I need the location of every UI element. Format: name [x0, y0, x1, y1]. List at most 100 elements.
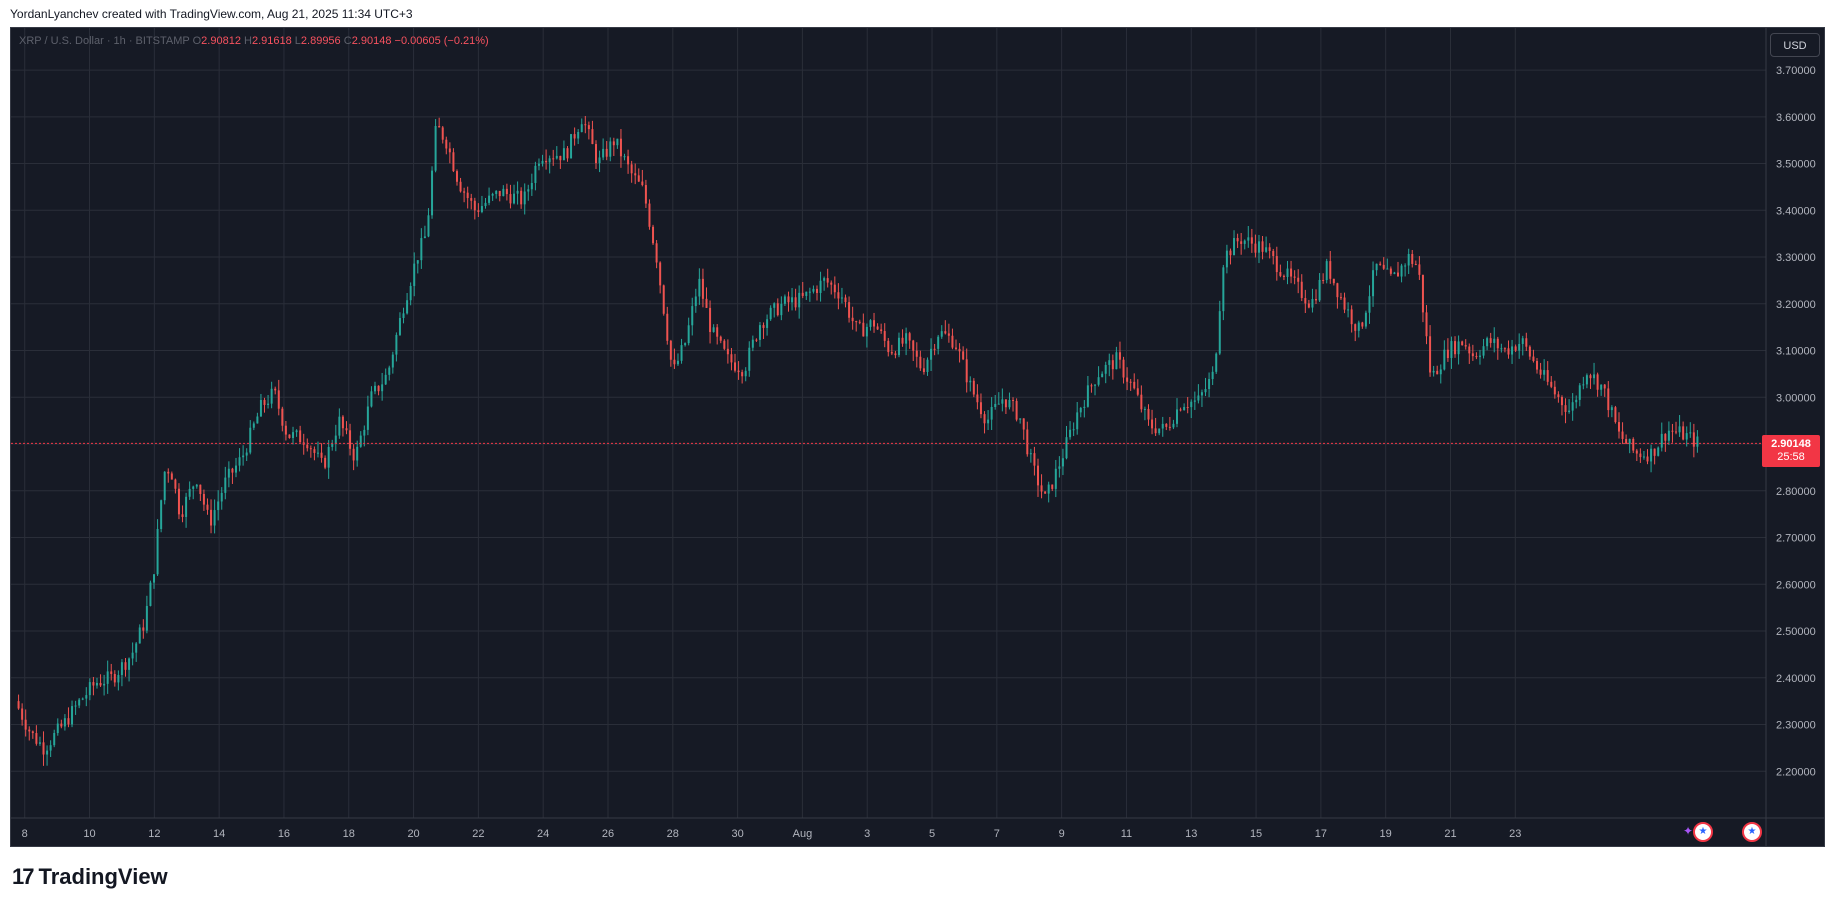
candle-body [527, 189, 530, 192]
candle-body [1689, 432, 1692, 434]
candle-body [238, 457, 241, 466]
candle-body [327, 446, 330, 468]
candle-body [192, 486, 195, 489]
candle-body [1432, 370, 1435, 373]
candle-body [356, 446, 359, 461]
candle-body [1521, 338, 1524, 344]
x-tick-label: 20 [407, 828, 419, 840]
candle-body [113, 673, 116, 683]
legend-symbol: XRP / U.S. Dollar · 1h · BITSTAMP [19, 35, 190, 47]
candle-body [955, 347, 958, 349]
candle-body [38, 742, 41, 744]
candle-body [1090, 385, 1093, 387]
flag-us-icon[interactable]: ★ [1742, 822, 1762, 842]
candle-body [210, 509, 213, 526]
candle-body [324, 457, 327, 468]
candle-body [313, 449, 316, 453]
candle-body [1129, 381, 1132, 383]
y-tick-label: 3.50000 [1776, 159, 1816, 171]
candle-body [267, 403, 270, 405]
candle-body [103, 683, 106, 686]
candle-body [1429, 336, 1432, 373]
candle-body [794, 297, 797, 308]
candle-body [366, 406, 369, 430]
candle-body [1076, 412, 1079, 430]
candle-body [1454, 341, 1457, 355]
candle-body [605, 148, 608, 157]
candle-body [812, 288, 815, 292]
candle-body [1471, 353, 1474, 357]
flag-us-icon[interactable]: ★ [1693, 822, 1713, 842]
candle-body [359, 435, 362, 447]
candle-body [128, 658, 131, 670]
candle-body [876, 326, 879, 330]
sparkle-icon[interactable]: ✦ [1683, 824, 1694, 838]
y-tick-label: 2.70000 [1776, 533, 1816, 545]
legend-close-label: C [343, 35, 352, 47]
candle-body [598, 157, 601, 164]
chart-panel[interactable]: 2.20000 2.30000 2.40000 2.50000 2.60000 2.700… [10, 27, 1825, 847]
candle-body [776, 303, 779, 316]
candle-body [71, 706, 74, 725]
candle-body [1361, 322, 1364, 327]
candle-body [1318, 279, 1321, 301]
candle-body [1354, 324, 1357, 331]
candle-body [1642, 456, 1645, 458]
candle-body [1176, 409, 1179, 424]
candle-body [1065, 437, 1068, 459]
candle-body [908, 333, 911, 341]
candle-body [1069, 429, 1072, 438]
candle-body [1012, 399, 1015, 401]
candle-body [805, 291, 808, 296]
candle-body [762, 325, 765, 328]
candle-body [1247, 237, 1250, 241]
candle-body [1079, 407, 1082, 413]
candle-body [1229, 250, 1232, 256]
candle-body [580, 124, 583, 133]
candle-body [1553, 386, 1556, 395]
candle-body [349, 430, 352, 449]
candlestick-chart[interactable]: 2.20000 2.30000 2.40000 2.50000 2.60000 2.700… [11, 28, 1824, 846]
legend-open: 2.90812 [201, 35, 241, 47]
candle-body [284, 425, 287, 435]
candle-body [637, 175, 640, 182]
candle-body [530, 182, 533, 190]
candle-body [1546, 370, 1549, 382]
candle-body [1168, 426, 1171, 428]
candle-body [1179, 409, 1182, 411]
candle-body [1279, 272, 1282, 276]
candle-body [170, 473, 173, 480]
last-price-tag: 2.90148 25:58 [1762, 435, 1820, 468]
candle-body [644, 185, 647, 204]
candle-body [224, 477, 227, 493]
candle-body [491, 193, 494, 196]
candle-body [1489, 338, 1492, 343]
candle-body [709, 307, 712, 333]
x-tick-label: 18 [343, 828, 355, 840]
candle-body [505, 188, 508, 195]
candle-body [495, 190, 498, 194]
candle-body [1404, 265, 1407, 267]
candle-body [1118, 352, 1121, 360]
currency-button[interactable]: USD [1770, 33, 1820, 57]
candle-body [1418, 264, 1421, 275]
y-tick-label: 2.40000 [1776, 673, 1816, 685]
candle-body [1350, 309, 1353, 325]
x-tick-label: 19 [1380, 828, 1392, 840]
candle-body [951, 335, 954, 348]
candle-body [830, 282, 833, 285]
y-tick-label: 2.80000 [1776, 486, 1816, 498]
candle-body [174, 479, 177, 489]
candle-body [277, 390, 280, 409]
candle-body [1136, 388, 1139, 395]
candle-body [213, 510, 216, 526]
candle-body [880, 329, 883, 332]
candle-body [309, 448, 312, 450]
candle-body [1325, 261, 1328, 281]
candle-body [124, 662, 127, 670]
candle-body [1147, 408, 1150, 420]
candle-body [516, 190, 519, 194]
candle-body [1514, 346, 1517, 351]
tradingview-logo[interactable]: 17 TradingView [12, 864, 168, 890]
candle-body [1357, 322, 1360, 331]
